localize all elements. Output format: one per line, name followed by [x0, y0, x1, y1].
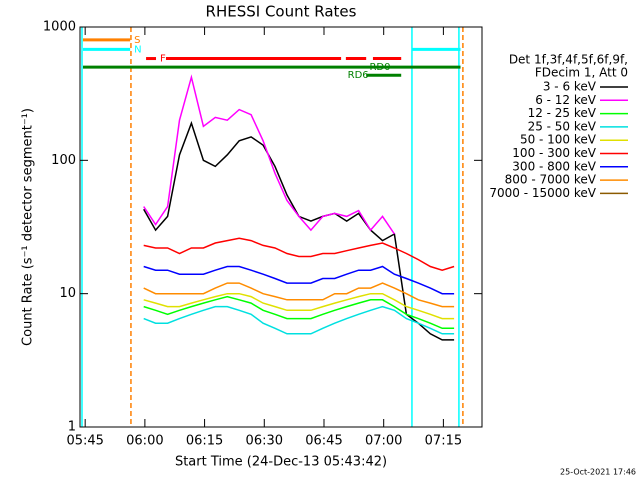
x-tick-label: 06:00 [126, 434, 163, 449]
x-tick-label: 05:45 [66, 434, 103, 449]
x-axis-label: Start Time (24-Dec-13 05:43:42) [175, 455, 387, 470]
series-line [143, 282, 455, 308]
legend-label: 300 - 800 keV [512, 159, 596, 173]
y-tick-label: 10 [59, 286, 76, 301]
legend-label: 100 - 300 keV [512, 146, 596, 160]
flag-label: F [160, 54, 166, 65]
series-line [143, 295, 455, 330]
series-line [143, 74, 396, 235]
x-tick-label: 07:00 [365, 434, 402, 449]
legend-label: 12 - 25 keV [528, 106, 597, 120]
x-tick-label: 06:30 [246, 434, 283, 449]
legend-label: 7000 - 15000 keV [489, 186, 596, 200]
flag-label: RD6 [348, 70, 369, 81]
series-line [143, 305, 455, 335]
footer: 25-Oct-2021 17:46 [560, 468, 636, 477]
y-tick-label: 1000 [43, 20, 76, 35]
x-tick-label: 06:15 [186, 434, 223, 449]
series-line [143, 292, 455, 320]
legend-label: 3 - 6 keV [543, 80, 597, 94]
legend-title: FDecim 1, Att 0 [535, 66, 628, 80]
x-tick-label: 06:45 [305, 434, 342, 449]
legend-label: 25 - 50 keV [528, 119, 597, 133]
legend-title: Det 1f,3f,4f,5f,6f,9f, [509, 53, 628, 67]
x-tick-label: 07:15 [425, 434, 462, 449]
flag-label: N [134, 44, 141, 55]
plot-frame [79, 26, 483, 428]
series-line [143, 265, 455, 295]
chart-title: RHESSI Count Rates [206, 3, 357, 21]
legend-label: 50 - 100 keV [520, 133, 597, 147]
flag-label: S [134, 35, 140, 46]
y-tick-label: 1 [68, 420, 76, 435]
legend-label: 800 - 7000 keV [505, 173, 597, 187]
series-line [143, 237, 455, 271]
flag-label: RD0 [369, 62, 390, 73]
y-tick-label: 100 [51, 153, 76, 168]
y-axis-label: Count Rate (s⁻¹ detector segment⁻¹) [21, 108, 36, 346]
legend-label: 6 - 12 keV [535, 93, 597, 107]
